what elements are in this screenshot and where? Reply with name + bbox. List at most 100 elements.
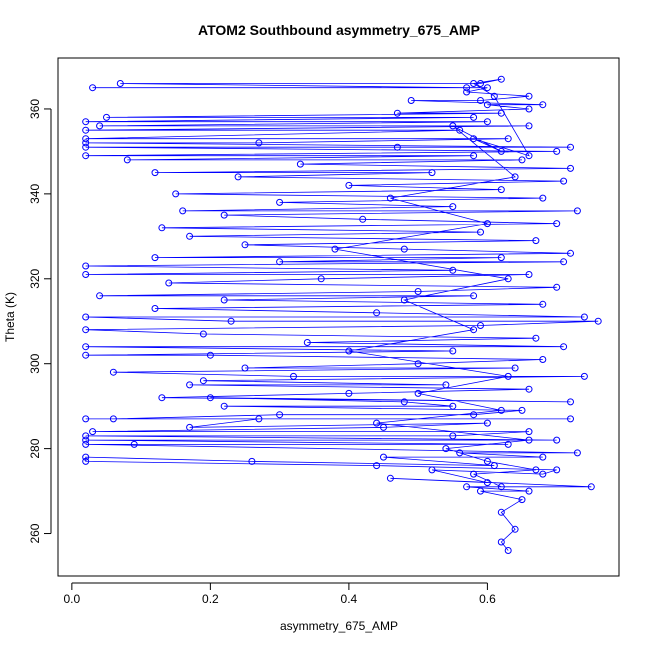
data-point: [82, 152, 90, 160]
data-point: [463, 483, 471, 491]
data-point: [386, 474, 394, 482]
data-point: [560, 177, 568, 185]
data-point: [109, 415, 117, 423]
data-point: [82, 457, 90, 465]
data-point: [518, 406, 526, 414]
data-point: [594, 317, 602, 325]
data-point: [483, 84, 491, 92]
series-line: [85, 78, 599, 551]
data-point: [525, 271, 533, 278]
data-point: [186, 381, 194, 389]
data-point: [393, 109, 401, 117]
data-point: [82, 343, 90, 351]
data-point: [470, 80, 478, 87]
data-point: [553, 436, 561, 444]
data-point: [380, 423, 387, 431]
data-point: [504, 135, 512, 143]
x-tick-label: 0.6: [479, 592, 496, 606]
data-point: [227, 317, 235, 325]
data-point: [449, 122, 457, 130]
data-point: [317, 275, 325, 283]
data-point: [151, 169, 159, 177]
x-tick-label: 0.0: [64, 592, 81, 606]
data-point: [89, 428, 97, 436]
data-point: [573, 449, 581, 457]
data-point: [497, 483, 505, 491]
data-point: [172, 190, 180, 198]
data-point: [539, 194, 547, 202]
data-point: [470, 411, 478, 419]
data-point: [400, 398, 408, 406]
data-point: [82, 271, 90, 278]
data-point: [539, 300, 547, 308]
data-point: [165, 279, 173, 287]
data-point: [393, 143, 401, 151]
data-point: [276, 411, 284, 419]
data-point: [186, 423, 194, 431]
data-point: [449, 203, 457, 211]
data-point: [276, 198, 284, 206]
y-axis: 260 280 300 320 340 360: [28, 99, 52, 544]
data-point: [414, 389, 422, 397]
data-point: [504, 372, 512, 380]
data-point: [483, 457, 491, 465]
data-point: [497, 186, 505, 194]
data-point: [525, 105, 533, 113]
data-point: [470, 292, 478, 300]
data-point: [109, 368, 117, 376]
data-point: [470, 152, 478, 160]
data-point: [82, 432, 90, 440]
data-point: [497, 147, 505, 155]
y-tick-label: 260: [28, 523, 42, 543]
data-point: [525, 436, 533, 444]
data-point: [82, 453, 90, 461]
data-point: [380, 453, 387, 461]
data-point: [532, 334, 540, 342]
data-point: [442, 381, 450, 389]
data-point: [82, 436, 90, 444]
y-axis-label: Theta (K): [3, 292, 17, 342]
data-point: [567, 249, 574, 257]
data-point: [331, 245, 339, 253]
data-point: [206, 394, 214, 402]
data-point: [477, 228, 484, 236]
data-point: [82, 326, 90, 334]
data-point: [179, 207, 187, 215]
data-point: [414, 360, 422, 368]
data-point: [220, 402, 228, 410]
y-tick-label: 320: [28, 268, 42, 288]
data-point: [220, 211, 228, 219]
data-point: [158, 224, 166, 232]
data-point: [497, 508, 505, 516]
data-point: [428, 169, 436, 177]
data-point: [518, 496, 526, 504]
data-point: [296, 160, 304, 168]
data-point: [248, 457, 256, 465]
data-point: [525, 487, 533, 495]
data-point: [470, 326, 478, 334]
chart-title: ATOM2 Southbound asymmetry_675_AMP: [198, 22, 480, 38]
data-point: [400, 296, 408, 304]
data-point: [96, 292, 104, 300]
data-point: [359, 215, 367, 223]
data-point: [532, 466, 540, 474]
plot-area: [82, 75, 602, 554]
data-point: [151, 254, 159, 262]
data-point: [483, 419, 491, 427]
data-point: [276, 258, 284, 266]
data-point: [483, 118, 491, 126]
data-point: [580, 313, 588, 321]
x-axis-label: asymmetry_675_AMP: [280, 619, 398, 633]
data-point: [373, 462, 381, 470]
x-tick-label: 0.4: [341, 592, 358, 606]
data-point: [477, 322, 484, 329]
data-point: [82, 313, 90, 321]
data-point: [82, 351, 90, 359]
data-point: [82, 440, 90, 448]
data-point: [504, 547, 512, 554]
data-point: [82, 415, 90, 423]
data-point: [123, 156, 131, 164]
data-point: [553, 466, 561, 474]
data-point: [290, 372, 297, 380]
